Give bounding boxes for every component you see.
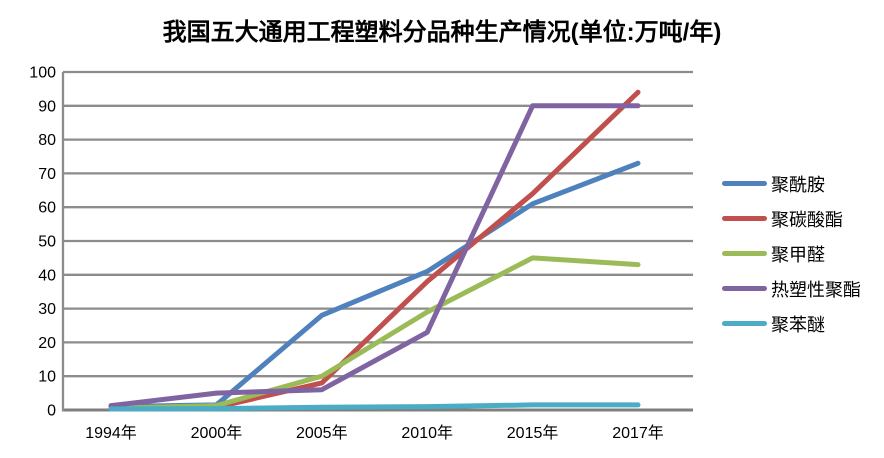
series-line-聚苯醚 xyxy=(108,402,641,412)
x-tick-label: 1994年 xyxy=(85,424,137,442)
y-tick-label: 20 xyxy=(38,335,56,352)
legend: 聚酰胺聚碳酸酯聚甲醛热塑性聚酯聚苯醚 xyxy=(722,166,861,341)
legend-swatch-icon xyxy=(722,321,767,326)
y-tick-label: 80 xyxy=(38,132,56,149)
x-tick-label: 2017年 xyxy=(612,424,664,442)
y-tick-label: 100 xyxy=(29,65,56,82)
legend-label: 聚苯醚 xyxy=(771,314,825,335)
x-tick-label: 2000年 xyxy=(191,424,243,442)
legend-swatch-icon xyxy=(722,251,767,256)
legend-swatch-icon xyxy=(722,286,767,291)
series-line-聚酰胺 xyxy=(108,160,641,410)
y-tick-label: 60 xyxy=(38,200,56,217)
legend-label: 聚甲醛 xyxy=(771,244,825,265)
y-tick-label: 90 xyxy=(38,98,56,115)
x-tick-label: 2010年 xyxy=(401,424,453,442)
legend-item-聚苯醚: 聚苯醚 xyxy=(722,306,861,341)
y-tick-label: 40 xyxy=(38,267,56,284)
legend-swatch-icon xyxy=(722,181,767,186)
legend-swatch-icon xyxy=(722,216,767,221)
legend-item-聚酰胺: 聚酰胺 xyxy=(722,166,861,201)
y-tick-label: 30 xyxy=(38,301,56,318)
legend-label: 热塑性聚酯 xyxy=(771,279,861,300)
legend-label: 聚酰胺 xyxy=(771,174,825,195)
y-tick-label: 50 xyxy=(38,234,56,251)
series-line-聚甲醛 xyxy=(108,255,641,411)
x-tick-label: 2015年 xyxy=(507,424,559,442)
legend-item-聚甲醛: 聚甲醛 xyxy=(722,236,861,271)
series-line-热塑性聚酯 xyxy=(108,103,641,409)
chart-title: 我国五大通用工程塑料分品种生产情况(单位:万吨/年) xyxy=(162,19,722,46)
y-tick-label: 10 xyxy=(38,369,56,386)
y-tick-label: 70 xyxy=(38,166,56,183)
legend-item-聚碳酸酯: 聚碳酸酯 xyxy=(722,201,861,236)
legend-label: 聚碳酸酯 xyxy=(771,209,843,230)
x-tick-label: 2005年 xyxy=(296,424,348,442)
y-tick-label: 0 xyxy=(47,403,56,420)
legend-item-热塑性聚酯: 热塑性聚酯 xyxy=(722,271,861,306)
